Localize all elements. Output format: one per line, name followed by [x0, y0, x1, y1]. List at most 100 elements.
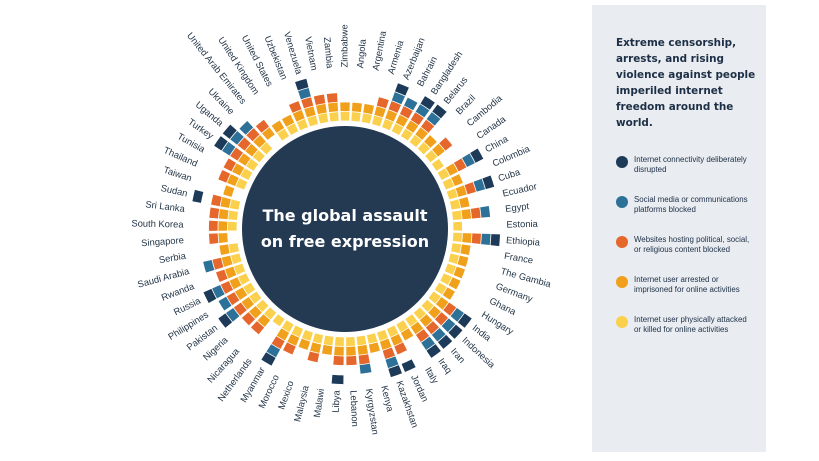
bar-segment — [425, 321, 440, 335]
bar-segment — [240, 168, 253, 180]
bar-segment — [396, 320, 409, 333]
bar-segment — [266, 344, 281, 358]
bar-segment — [428, 305, 441, 319]
bar-segment — [405, 314, 418, 327]
bar-segment — [434, 282, 447, 295]
bar-segment — [230, 130, 244, 145]
bar-segment — [395, 83, 409, 96]
bar-segment — [227, 174, 239, 187]
bar-segment — [410, 112, 424, 126]
country-label: Zambia — [322, 37, 336, 70]
bar-segment — [272, 314, 285, 327]
bar-segment — [363, 103, 375, 115]
bar-segment — [400, 128, 413, 141]
bar-segment — [301, 329, 313, 341]
bar-segment — [218, 233, 228, 243]
legend-label: Social media or communications platforms… — [634, 195, 748, 214]
bar-segment — [230, 147, 243, 161]
bar-segment — [261, 352, 276, 366]
bar-segment — [287, 333, 300, 346]
bar-segment — [288, 101, 302, 113]
country-label: Egypt — [505, 200, 531, 214]
country-label: Sudan — [160, 182, 189, 199]
bar-segment — [374, 106, 386, 118]
country-label: Estonia — [506, 218, 538, 230]
bar-segment — [209, 207, 220, 219]
bar-segment — [321, 344, 333, 355]
bar-segment — [401, 359, 416, 373]
bar-segment — [434, 312, 449, 326]
bar-segment — [214, 136, 228, 151]
bar-segment — [356, 335, 367, 346]
bar-segment — [417, 142, 430, 155]
legend-label: Internet user arrested or imprisoned for… — [634, 275, 740, 294]
bar-segment — [451, 243, 462, 254]
bar-segment — [281, 320, 294, 333]
bar-segment — [437, 168, 450, 180]
legend-label: Websites hosting political, social, or r… — [634, 235, 750, 254]
bar-segment — [432, 143, 445, 157]
bar-segment — [481, 233, 491, 246]
bar-segment — [301, 97, 314, 109]
chart-title-line-1: The global assault — [262, 206, 427, 225]
bar-segment — [203, 288, 217, 303]
bar-segment — [296, 118, 308, 131]
bar-segment — [334, 336, 344, 347]
bar-segment — [473, 178, 486, 192]
bar-segment — [482, 175, 495, 190]
bar-segment — [413, 307, 426, 320]
bar-segment — [419, 314, 433, 327]
bar-segment — [457, 255, 469, 267]
bar-segment — [346, 336, 356, 347]
bar-segment — [310, 342, 322, 353]
bar-segment — [218, 296, 232, 311]
bar-segment — [459, 197, 470, 208]
legend-panel: Extreme censorship, arrests, and rising … — [592, 5, 766, 452]
legend-swatch — [616, 236, 628, 248]
bar-segment — [390, 333, 403, 346]
bar-segment — [318, 113, 329, 124]
bar-segment — [470, 207, 481, 219]
bar-segment — [208, 220, 218, 231]
bar-segment — [385, 110, 398, 122]
bar-segment — [340, 111, 350, 121]
bar-segment — [431, 158, 444, 171]
bar-segment — [372, 115, 383, 127]
bar-segment — [246, 128, 260, 142]
bar-segment — [452, 232, 463, 242]
bar-segment — [441, 318, 456, 333]
bar-segment — [218, 208, 229, 220]
country-label: Cuba — [497, 166, 522, 184]
bar-segment — [346, 355, 357, 366]
bar-segment — [405, 120, 419, 133]
country-label: Iraq — [436, 356, 454, 376]
country-label: Iran — [449, 346, 468, 365]
legend-item: Internet connectivity deliberately disru… — [616, 155, 766, 195]
bar-segment — [232, 163, 245, 176]
bar-segment — [448, 277, 461, 290]
bar-segment — [229, 277, 242, 290]
bar-segment — [298, 338, 311, 350]
bar-segment — [391, 123, 404, 135]
bar-segment — [218, 169, 231, 183]
bar-segment — [212, 257, 224, 270]
bar-segment — [235, 178, 248, 190]
bar-segment — [448, 324, 463, 339]
bar-segment — [361, 113, 372, 124]
bar-segment — [328, 102, 339, 113]
bar-segment — [271, 120, 285, 133]
bar-segment — [227, 221, 237, 231]
chart-title-line-2: on free expression — [261, 232, 429, 251]
bar-segment — [230, 253, 242, 265]
bar-segment — [425, 150, 438, 163]
bar-segment — [225, 266, 237, 279]
bar-segment — [262, 127, 275, 140]
bar-segment — [461, 208, 472, 220]
legend-swatch — [616, 316, 628, 328]
bar-segment — [260, 142, 273, 155]
bar-segment — [420, 96, 435, 110]
bar-segment — [388, 101, 402, 113]
country-label: Lebanon — [348, 390, 361, 427]
bar-segment — [443, 302, 457, 316]
country-label: France — [503, 250, 534, 266]
